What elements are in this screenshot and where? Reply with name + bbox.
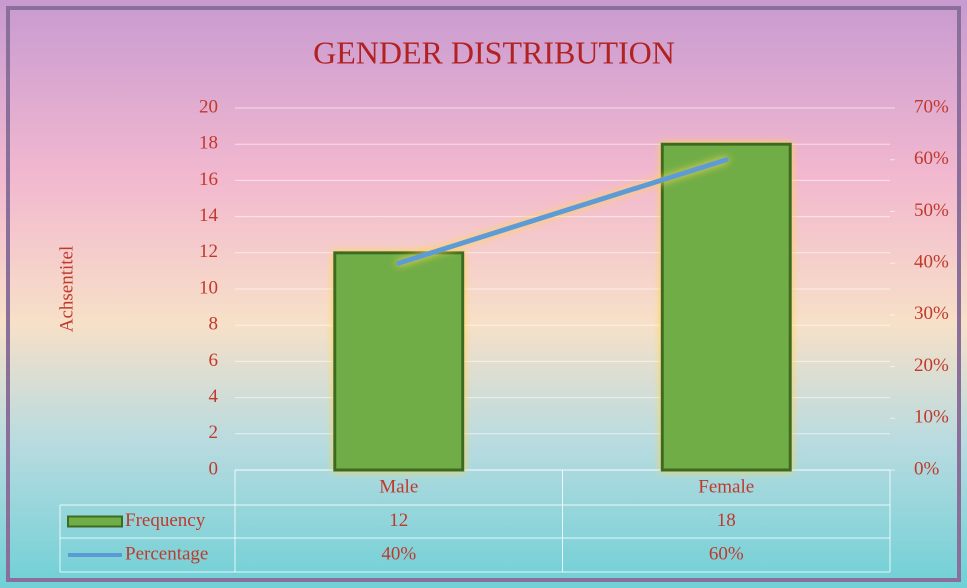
y2-tick-label: 70% (914, 96, 949, 117)
y-tick-label: 14 (199, 205, 219, 226)
y2-tick-label: 10% (914, 407, 949, 428)
y2-tick-label: 60% (914, 148, 949, 169)
y-tick-label: 12 (199, 241, 218, 262)
y-tick-label: 16 (199, 169, 218, 190)
y-tick-label: 4 (209, 386, 219, 407)
y-tick-label: 2 (209, 422, 219, 443)
y2-tick-label: 40% (914, 252, 949, 273)
y-axis-title: Achsentitel (56, 246, 77, 333)
bar (335, 253, 463, 470)
y2-tick-label: 30% (914, 303, 949, 324)
background (0, 0, 967, 588)
chart-title: GENDER DISTRIBUTION (313, 34, 675, 70)
x-tick-label: Female (698, 476, 754, 497)
y-tick-label: 0 (209, 458, 219, 479)
y-tick-label: 18 (199, 133, 218, 154)
y-tick-label: 10 (199, 277, 218, 298)
y-tick-label: 20 (199, 96, 218, 117)
bar (662, 144, 790, 470)
y2-tick-label: 50% (914, 200, 949, 221)
y-tick-label: 8 (209, 314, 219, 335)
y2-tick-label: 0% (914, 458, 940, 479)
table-value: 12 (389, 510, 408, 531)
legend-key (68, 517, 122, 527)
table-value: 40% (381, 543, 416, 564)
legend-label: Percentage (125, 543, 208, 564)
x-tick-label: Male (379, 476, 418, 497)
table-value: 18 (717, 510, 736, 531)
y-tick-label: 6 (209, 350, 219, 371)
chart: GENDER DISTRIBUTION Achsentitel 0 2 4 6 8 10 1… (0, 0, 967, 588)
legend-label: Frequency (125, 510, 206, 531)
y2-tick-label: 20% (914, 355, 949, 376)
table-value: 60% (709, 543, 744, 564)
